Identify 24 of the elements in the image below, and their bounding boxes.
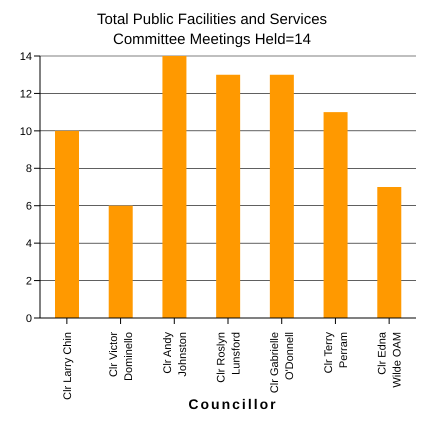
y-tick-label: 2	[26, 275, 32, 288]
x-tick-label: Clr Terry Perram	[322, 332, 350, 374]
y-tick-label: 0	[26, 312, 32, 325]
bar	[162, 56, 186, 318]
bar	[377, 187, 402, 318]
bar	[216, 74, 240, 318]
x-tick-label: Clr Edna Wilde OAM	[376, 331, 404, 388]
bar	[55, 130, 79, 318]
bar	[108, 206, 133, 318]
bar	[270, 74, 294, 318]
x-tick-label: Clr Roslyn Lunsford	[216, 332, 242, 383]
x-tick-label: Clr Andy Johnston	[162, 332, 189, 377]
x-tick-label: Clr Victor Dominello	[108, 332, 136, 381]
x-tick-label: Clr Larry Chin	[62, 332, 74, 400]
y-tick-label: 6	[26, 200, 32, 213]
y-tick-label: 12	[20, 88, 32, 100]
chart-title: Total Public Facilities and Services Committee Meetings Held=14	[96, 10, 328, 50]
y-tick-label: 4	[26, 238, 32, 250]
y-tick-label: 10	[20, 126, 32, 138]
y-tick-label: 8	[26, 163, 32, 176]
x-tick-label: Clr Gabrielle O'Donnell	[269, 332, 296, 394]
bar	[324, 112, 348, 318]
y-tick-label: 14	[20, 50, 32, 63]
x-axis-title: Councillor	[187, 396, 279, 412]
